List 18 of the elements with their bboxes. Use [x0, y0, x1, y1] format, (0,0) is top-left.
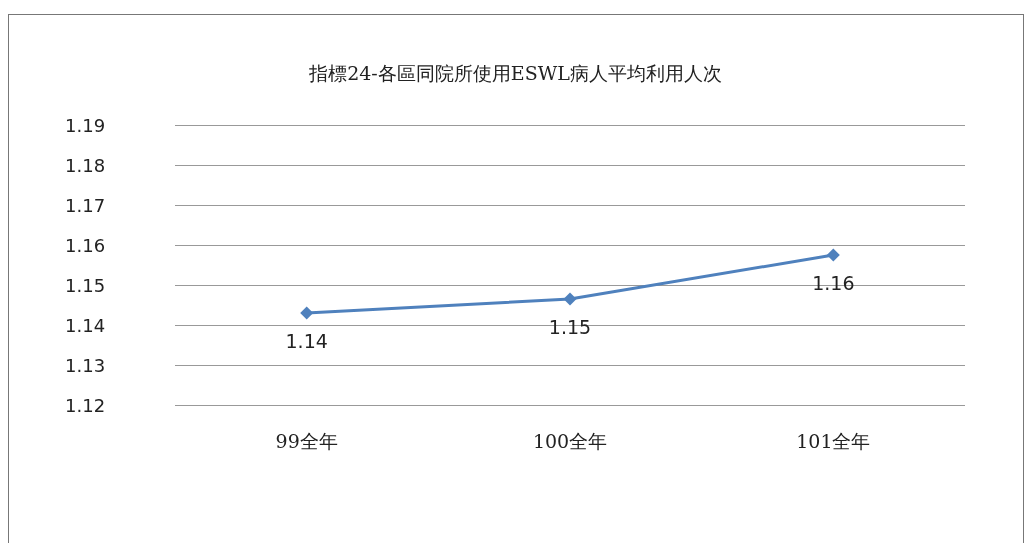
y-tick-label: 1.19 — [65, 114, 106, 136]
data-label: 1.15 — [548, 316, 592, 338]
y-tick-label: 1.17 — [65, 194, 106, 216]
y-tick-label: 1.18 — [65, 154, 106, 176]
point — [300, 306, 314, 320]
y-tick-label: 1.13 — [65, 354, 106, 376]
x-tick-label: 101全年 — [796, 429, 871, 452]
x-tick-label: 99全年 — [275, 429, 338, 452]
y-tick-label: 1.12 — [65, 394, 106, 416]
point — [826, 248, 840, 262]
y-tick-label: 1.16 — [65, 234, 106, 256]
y-tick-label: 1.14 — [65, 314, 106, 336]
y-tick-label: 1.15 — [65, 274, 106, 296]
chart-title: 指標24-各區同院所使用ESWL病人平均利用人次 — [308, 61, 722, 84]
data-label: 1.14 — [285, 330, 328, 352]
point — [563, 292, 577, 306]
x-tick-label: 100全年 — [532, 429, 608, 452]
data-label: 1.16 — [812, 272, 855, 294]
